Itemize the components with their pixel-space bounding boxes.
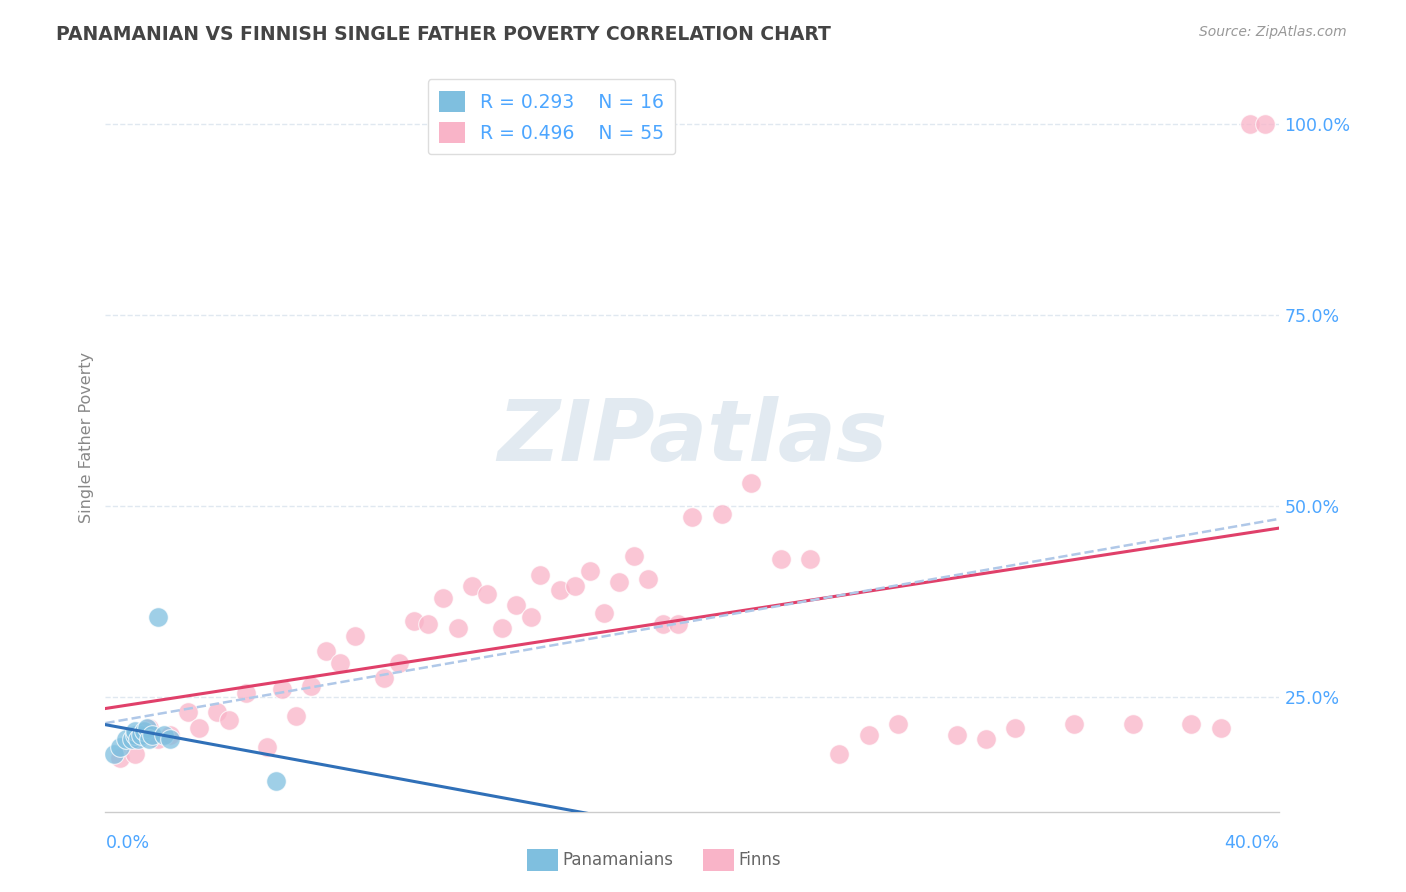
Point xyxy=(550,582,572,597)
Point xyxy=(887,716,910,731)
Text: 0.0%: 0.0% xyxy=(105,834,149,852)
Point xyxy=(141,728,163,742)
Point xyxy=(138,721,160,735)
Point xyxy=(740,475,762,490)
Point xyxy=(343,629,366,643)
Point xyxy=(159,732,181,747)
Point xyxy=(447,621,470,635)
Point xyxy=(108,751,131,765)
Point xyxy=(264,774,287,789)
Point xyxy=(329,656,352,670)
Point xyxy=(682,510,704,524)
Point xyxy=(103,747,125,762)
Point xyxy=(135,721,157,735)
Point xyxy=(769,552,792,566)
Point xyxy=(666,617,689,632)
Point xyxy=(270,682,292,697)
Point xyxy=(418,617,440,632)
Point xyxy=(593,606,616,620)
Point xyxy=(828,747,851,762)
Point xyxy=(153,728,176,742)
Point xyxy=(218,713,240,727)
Point xyxy=(299,679,322,693)
Point xyxy=(578,564,600,578)
Point xyxy=(1254,117,1277,131)
Text: ZIPatlas: ZIPatlas xyxy=(498,395,887,479)
Point xyxy=(205,706,228,720)
Point xyxy=(285,709,308,723)
Point xyxy=(520,609,543,624)
Point xyxy=(710,507,733,521)
Point xyxy=(127,732,149,747)
Legend: R = 0.293    N = 16, R = 0.496    N = 55: R = 0.293 N = 16, R = 0.496 N = 55 xyxy=(427,79,675,154)
Point xyxy=(402,614,425,628)
Point xyxy=(388,656,411,670)
Point xyxy=(373,671,395,685)
Point xyxy=(505,599,527,613)
Point xyxy=(1004,721,1026,735)
Text: Source: ZipAtlas.com: Source: ZipAtlas.com xyxy=(1199,25,1347,39)
Point xyxy=(148,732,170,747)
Point xyxy=(138,732,160,747)
Point xyxy=(461,579,484,593)
Point xyxy=(974,732,997,747)
Point xyxy=(623,549,645,563)
Text: Finns: Finns xyxy=(738,851,780,869)
Text: 40.0%: 40.0% xyxy=(1225,834,1279,852)
Y-axis label: Single Father Poverty: Single Father Poverty xyxy=(79,351,94,523)
Point xyxy=(1122,716,1144,731)
Point xyxy=(529,567,551,582)
Point xyxy=(858,728,880,742)
Point xyxy=(176,706,198,720)
Point xyxy=(315,644,337,658)
Point xyxy=(124,728,146,742)
Point xyxy=(1209,721,1232,735)
Point xyxy=(1180,716,1202,731)
Text: PANAMANIAN VS FINNISH SINGLE FATHER POVERTY CORRELATION CHART: PANAMANIAN VS FINNISH SINGLE FATHER POVE… xyxy=(56,25,831,44)
Point xyxy=(432,591,454,605)
Point xyxy=(652,617,675,632)
Point xyxy=(491,621,513,635)
Point xyxy=(564,579,586,593)
Point xyxy=(148,609,170,624)
Point xyxy=(1063,716,1085,731)
Point xyxy=(637,572,659,586)
Point xyxy=(129,728,152,742)
Point xyxy=(159,728,181,742)
Text: Panamanians: Panamanians xyxy=(562,851,673,869)
Point xyxy=(607,575,630,590)
Point xyxy=(121,732,143,747)
Point xyxy=(115,732,138,747)
Point xyxy=(132,724,155,739)
Point xyxy=(475,587,498,601)
Point xyxy=(188,721,211,735)
Point xyxy=(108,739,131,754)
Point xyxy=(1239,117,1261,131)
Point xyxy=(124,724,146,739)
Point xyxy=(799,552,821,566)
Point xyxy=(124,747,146,762)
Point xyxy=(235,686,257,700)
Point xyxy=(256,739,278,754)
Point xyxy=(945,728,967,742)
